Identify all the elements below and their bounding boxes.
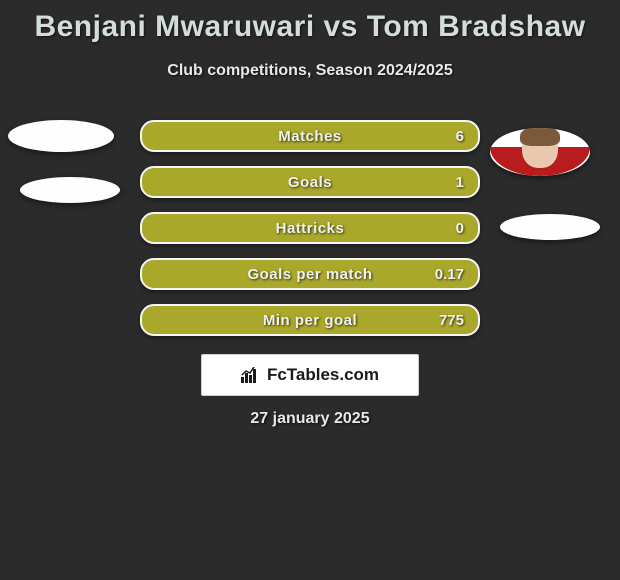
page-title: Benjani Mwaruwari vs Tom Bradshaw (0, 0, 620, 44)
stat-row-goals-per-match: Goals per match 0.17 (140, 258, 480, 290)
stat-row-goals: Goals 1 (140, 166, 480, 198)
stat-row-min-per-goal: Min per goal 775 (140, 304, 480, 336)
bars-icon (241, 367, 261, 383)
stat-value-right: 0.17 (435, 266, 464, 283)
player-left-photo-placeholder (8, 120, 114, 152)
player-right-stat-placeholder (500, 214, 600, 240)
footer-date: 27 january 2025 (0, 410, 620, 428)
stat-row-hattricks: Hattricks 0 (140, 212, 480, 244)
player-left-stat-placeholder (20, 177, 120, 203)
stat-label: Hattricks (276, 220, 345, 237)
brand-logo-text: FcTables.com (267, 365, 379, 385)
player-right-photo (490, 128, 590, 176)
brand-logo-box: FcTables.com (201, 354, 419, 396)
stat-label: Matches (278, 128, 342, 145)
stat-row-matches: Matches 6 (140, 120, 480, 152)
stat-label: Min per goal (263, 312, 357, 329)
stat-label: Goals per match (247, 266, 372, 283)
hair-shape (520, 128, 560, 146)
stat-label: Goals (288, 174, 332, 191)
stat-value-right: 6 (456, 128, 464, 145)
page-subtitle: Club competitions, Season 2024/2025 (0, 62, 620, 80)
stat-bars: Matches 6 Goals 1 Hattricks 0 Goals per … (140, 120, 480, 350)
stat-value-right: 1 (456, 174, 464, 191)
player-right-photo-img (490, 128, 590, 176)
stat-value-right: 775 (439, 312, 464, 329)
stat-value-right: 0 (456, 220, 464, 237)
comparison-infographic: Benjani Mwaruwari vs Tom Bradshaw Club c… (0, 0, 620, 580)
